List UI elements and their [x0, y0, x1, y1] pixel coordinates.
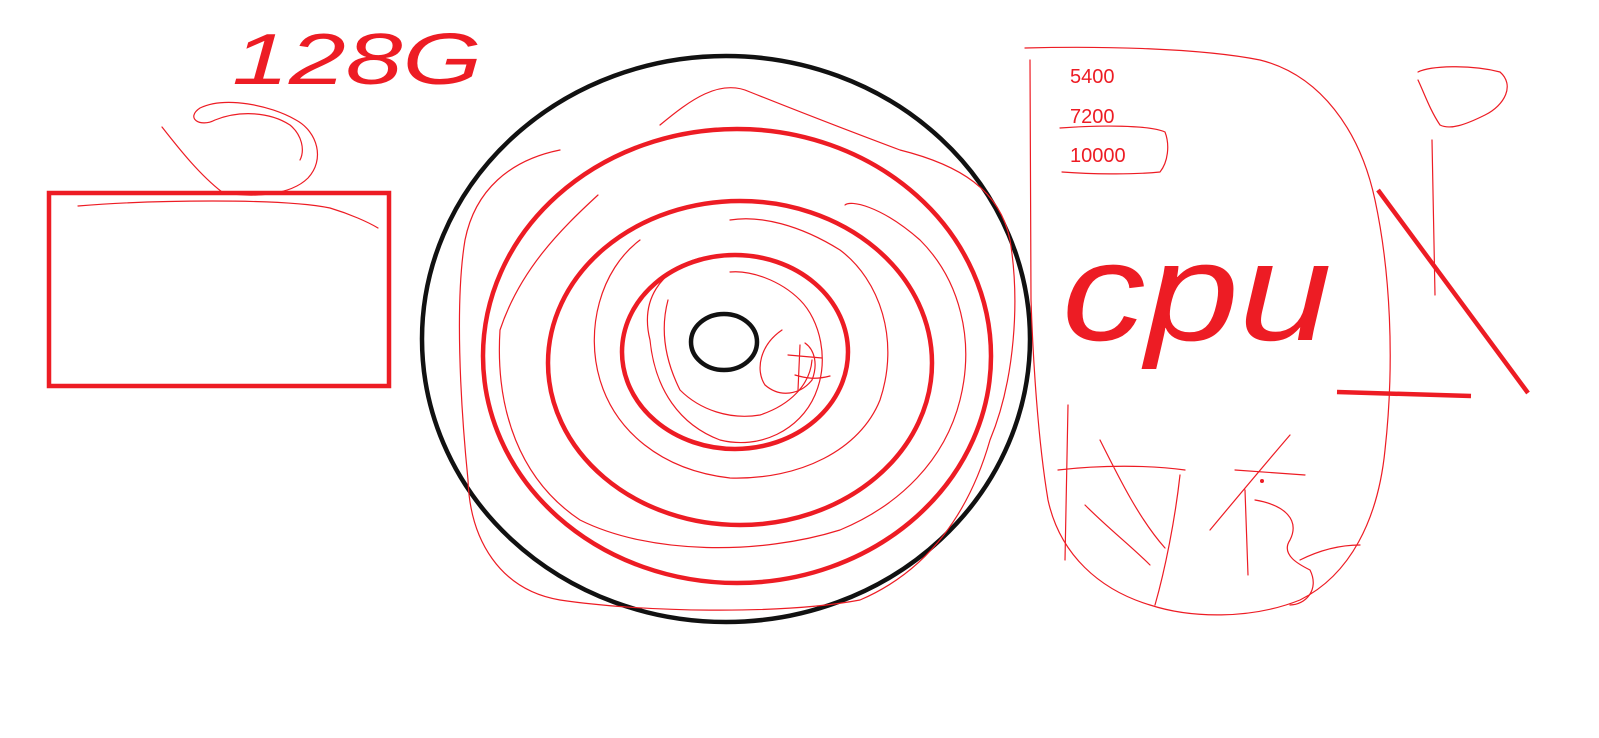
platter-spiral-scribble-2	[498, 194, 967, 549]
platter-outer-edge	[419, 53, 1033, 625]
track-ring-1	[480, 126, 994, 586]
speed-option-2: 7200	[1070, 106, 1115, 128]
read-arm-line	[1376, 188, 1530, 395]
disk-platter-group	[419, 53, 1033, 625]
rectangle-inner-scribble	[77, 200, 379, 229]
cpu-handwritten-label: cpu	[1062, 213, 1332, 370]
left-rectangle-group: 128G	[46, 20, 482, 389]
track-ring-3	[619, 252, 851, 452]
handwritten-character-2	[1209, 434, 1361, 606]
track-ring-2	[545, 198, 935, 528]
platter-spiral-scribble	[458, 87, 1016, 611]
platter-spiral-scribble-5	[663, 299, 813, 417]
handwritten-dot	[1260, 479, 1264, 483]
read-head-scribble	[759, 329, 831, 394]
spindle-hub	[688, 311, 760, 373]
right-annotation-group: 5400 7200 10000 cpu	[1024, 46, 1530, 616]
platter-spiral-scribble-4	[646, 257, 823, 444]
scribble-above-rectangle	[161, 101, 318, 196]
speed-option-3: 10000	[1070, 145, 1126, 167]
memory-rectangle	[46, 190, 392, 389]
handwritten-character-1	[1057, 404, 1186, 606]
speed-option-1: 5400	[1070, 66, 1115, 88]
speed-option-3-circle	[1059, 125, 1169, 175]
platter-spiral-scribble-3	[593, 218, 889, 479]
capacity-label: 128G	[232, 20, 482, 100]
base-line	[1336, 389, 1472, 399]
